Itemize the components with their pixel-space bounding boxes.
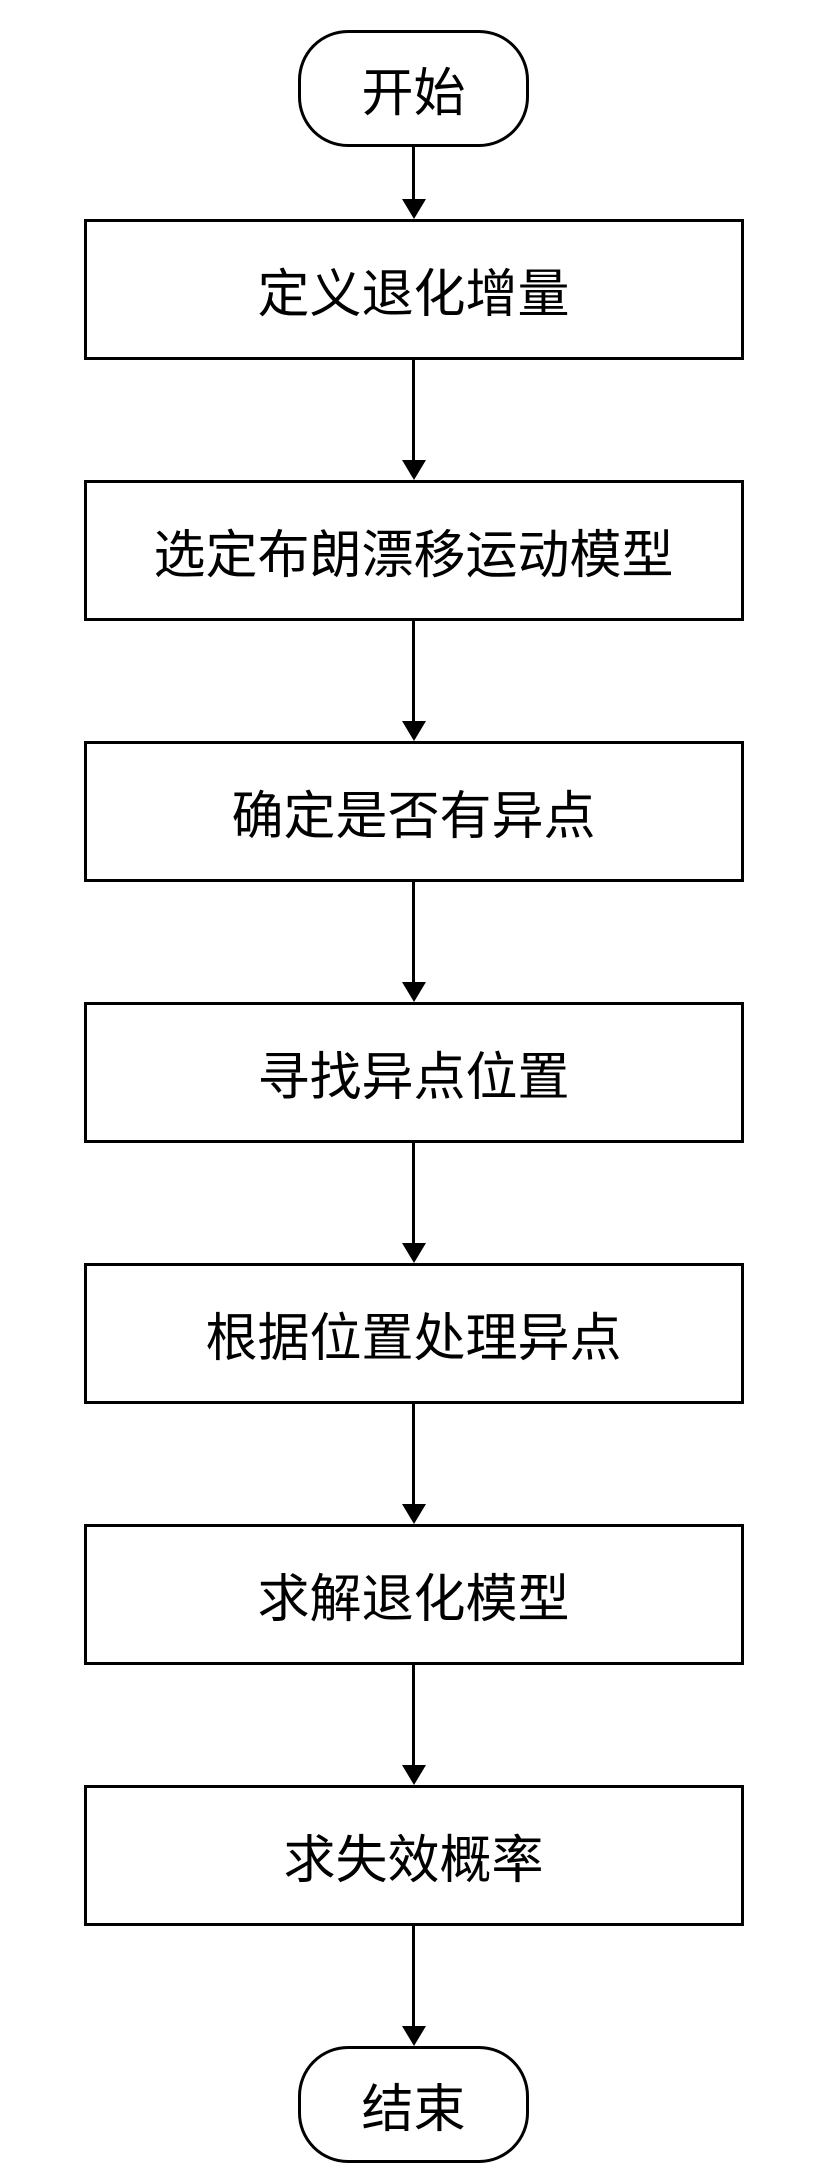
process-step-7: 求失效概率 <box>84 1785 744 1926</box>
step2-label: 选定布朗漂移运动模型 <box>153 513 673 588</box>
arrow-head-icon <box>402 460 426 480</box>
step5-label: 根据位置处理异点 <box>205 1296 621 1371</box>
arrow-head-icon <box>402 1765 426 1785</box>
step4-label: 寻找异点位置 <box>257 1035 569 1110</box>
process-step-4: 寻找异点位置 <box>84 1002 744 1143</box>
step1-label: 定义退化增量 <box>257 252 569 327</box>
arrow-head-icon <box>402 2026 426 2046</box>
start-label: 开始 <box>361 51 465 126</box>
start-terminal: 开始 <box>298 30 528 147</box>
process-step-6: 求解退化模型 <box>84 1524 744 1665</box>
arrow-line <box>412 1404 415 1504</box>
arrow-line <box>412 621 415 721</box>
arrow-line <box>412 1665 415 1765</box>
step7-label: 求失效概率 <box>283 1818 543 1893</box>
arrow-head-icon <box>402 1243 426 1263</box>
end-terminal: 结束 <box>298 2046 528 2163</box>
flowchart-container: 开始 定义退化增量 选定布朗漂移运动模型 确定是否有异点 寻找异点位置 根据位置 <box>84 30 744 2163</box>
arrow-1 <box>402 147 426 219</box>
arrow-line <box>412 1143 415 1243</box>
arrow-5 <box>402 1143 426 1263</box>
arrow-line <box>412 360 415 460</box>
process-step-1: 定义退化增量 <box>84 219 744 360</box>
process-step-3: 确定是否有异点 <box>84 741 744 882</box>
arrow-6 <box>402 1404 426 1524</box>
arrow-head-icon <box>402 982 426 1002</box>
end-label: 结束 <box>361 2067 465 2142</box>
arrow-head-icon <box>402 199 426 219</box>
arrow-7 <box>402 1665 426 1785</box>
process-step-2: 选定布朗漂移运动模型 <box>84 480 744 621</box>
step3-label: 确定是否有异点 <box>231 774 595 849</box>
arrow-3 <box>402 621 426 741</box>
arrow-head-icon <box>402 1504 426 1524</box>
arrow-4 <box>402 882 426 1002</box>
arrow-head-icon <box>402 721 426 741</box>
arrow-8 <box>402 1926 426 2046</box>
arrow-line <box>412 1926 415 2026</box>
process-step-5: 根据位置处理异点 <box>84 1263 744 1404</box>
arrow-line <box>412 882 415 982</box>
arrow-2 <box>402 360 426 480</box>
step6-label: 求解退化模型 <box>257 1557 569 1632</box>
arrow-line <box>412 147 415 199</box>
